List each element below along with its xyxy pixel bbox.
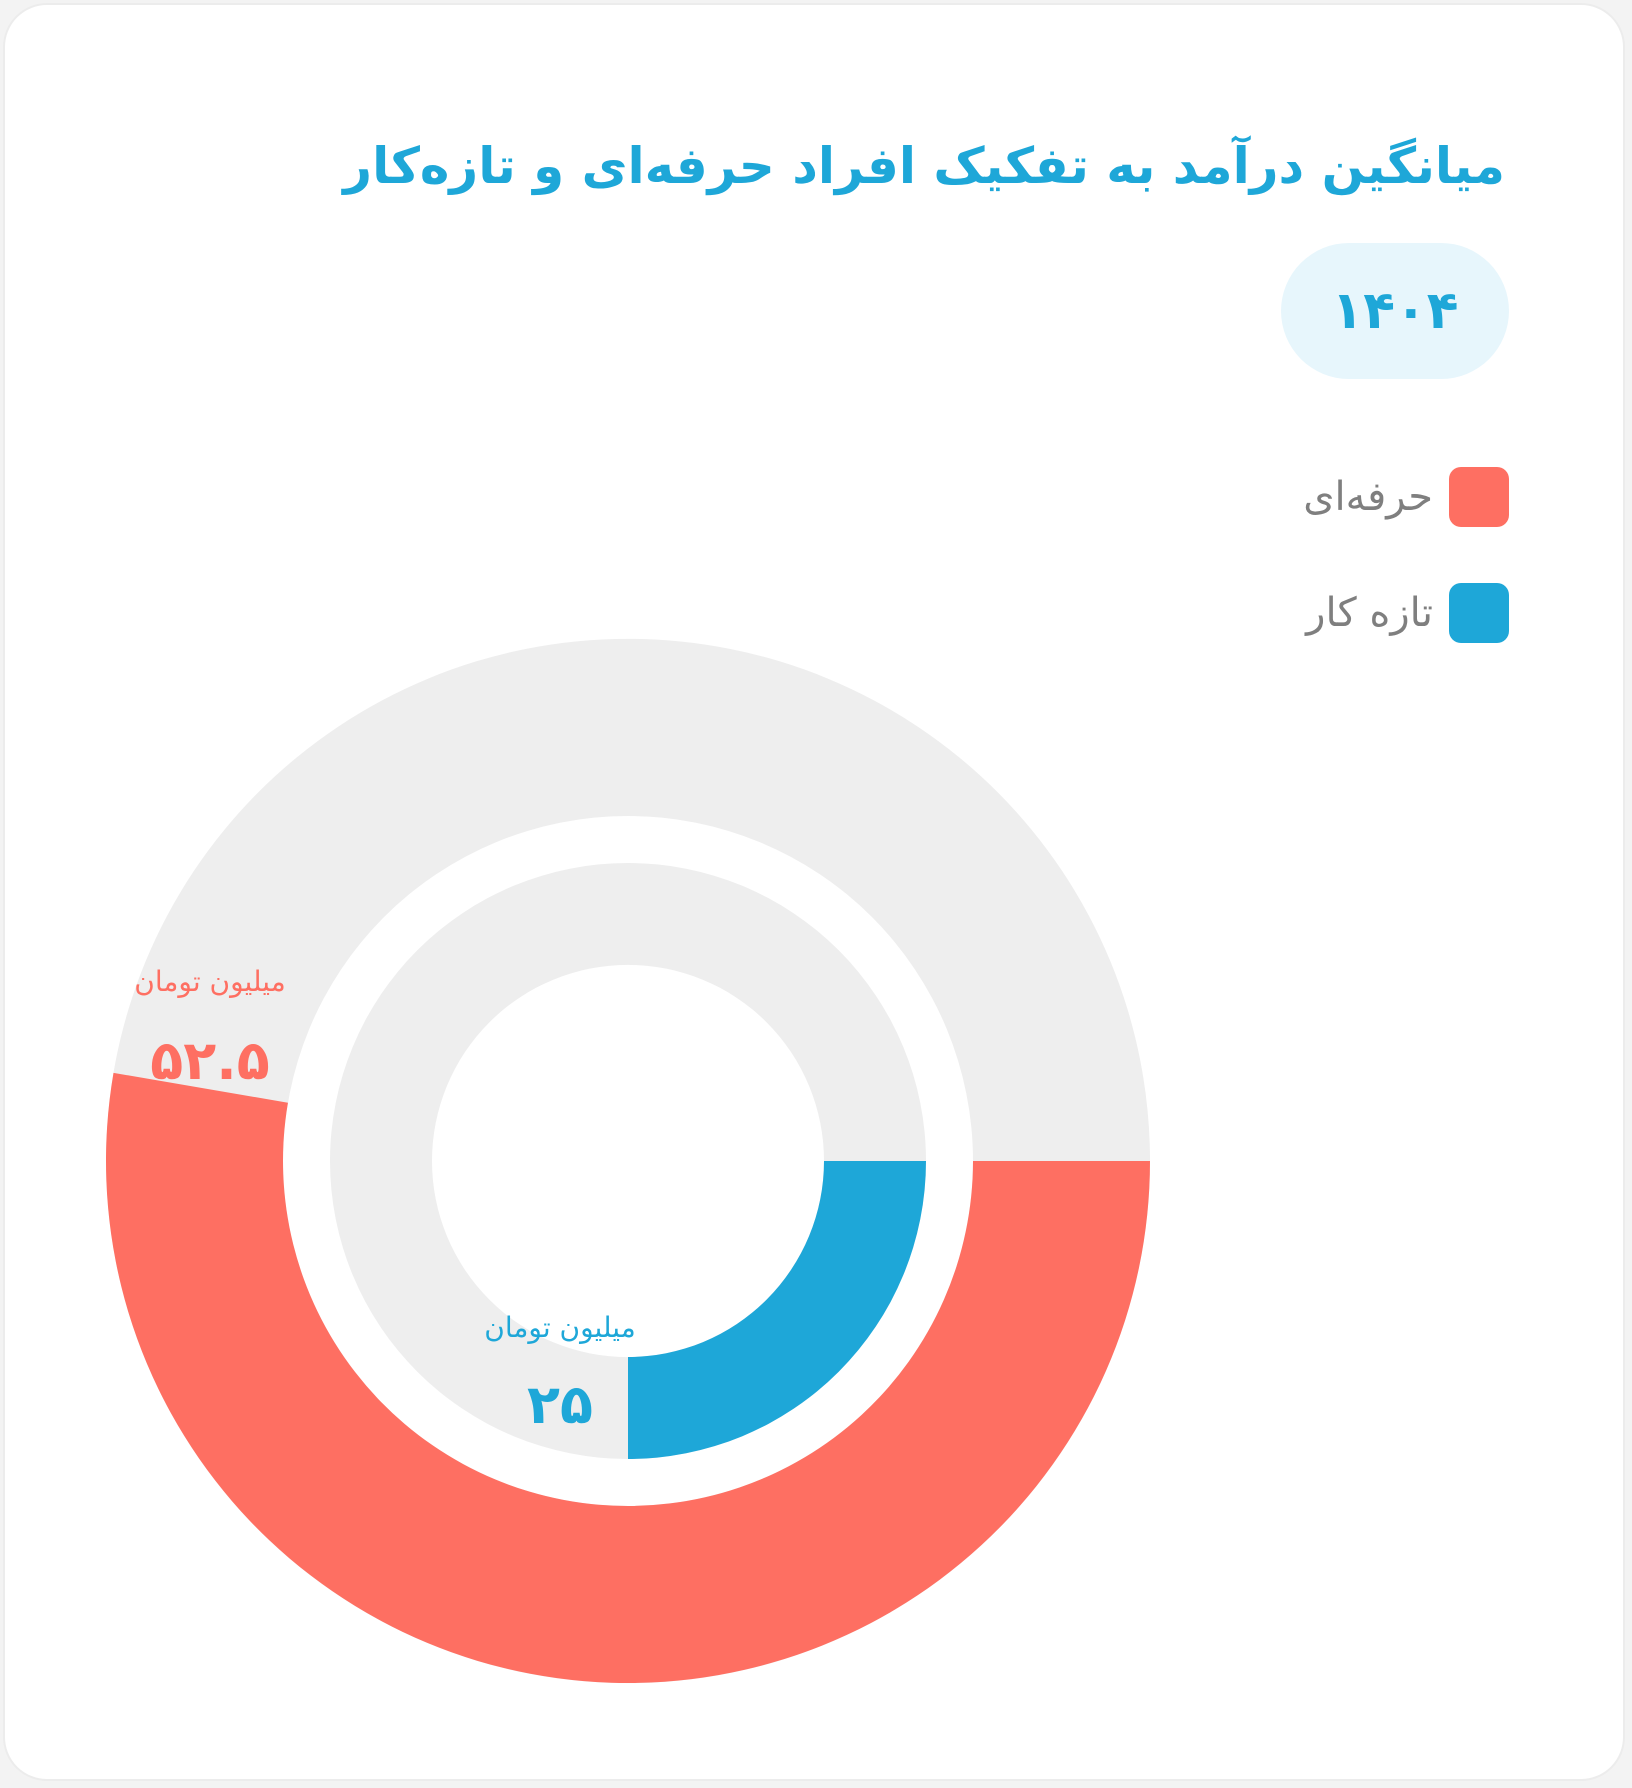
legend-label-professional: حرفه‌ای bbox=[1303, 474, 1433, 520]
beginner-ring-segment[interactable] bbox=[628, 1161, 926, 1459]
legend-swatch-professional bbox=[1449, 467, 1509, 527]
chart-title: میانگین درآمد به تفکیک افراد حرفه‌ای و ت… bbox=[343, 137, 1505, 195]
chart-legend: حرفه‌ای تازه کار bbox=[1303, 467, 1509, 699]
donut-chart: میلیون تومان ۵۲.۵ میلیون تومان ۲۵ bbox=[105, 638, 1151, 1684]
beginner-value-label: ۲۵ bbox=[527, 1373, 593, 1436]
legend-item-beginner[interactable]: تازه کار bbox=[1303, 583, 1509, 643]
professional-value-label: ۵۲.۵ bbox=[150, 1029, 269, 1092]
legend-item-professional[interactable]: حرفه‌ای bbox=[1303, 467, 1509, 527]
legend-swatch-beginner bbox=[1449, 583, 1509, 643]
chart-card: میانگین درآمد به تفکیک افراد حرفه‌ای و ت… bbox=[3, 3, 1625, 1781]
year-selector-button[interactable]: ۱۴۰۴ bbox=[1281, 243, 1509, 379]
professional-unit-label: میلیون تومان bbox=[134, 965, 285, 998]
beginner-unit-label: میلیون تومان bbox=[484, 1311, 635, 1344]
professional-ring-segment[interactable] bbox=[105, 1072, 1150, 1684]
legend-label-beginner: تازه کار bbox=[1306, 590, 1433, 636]
